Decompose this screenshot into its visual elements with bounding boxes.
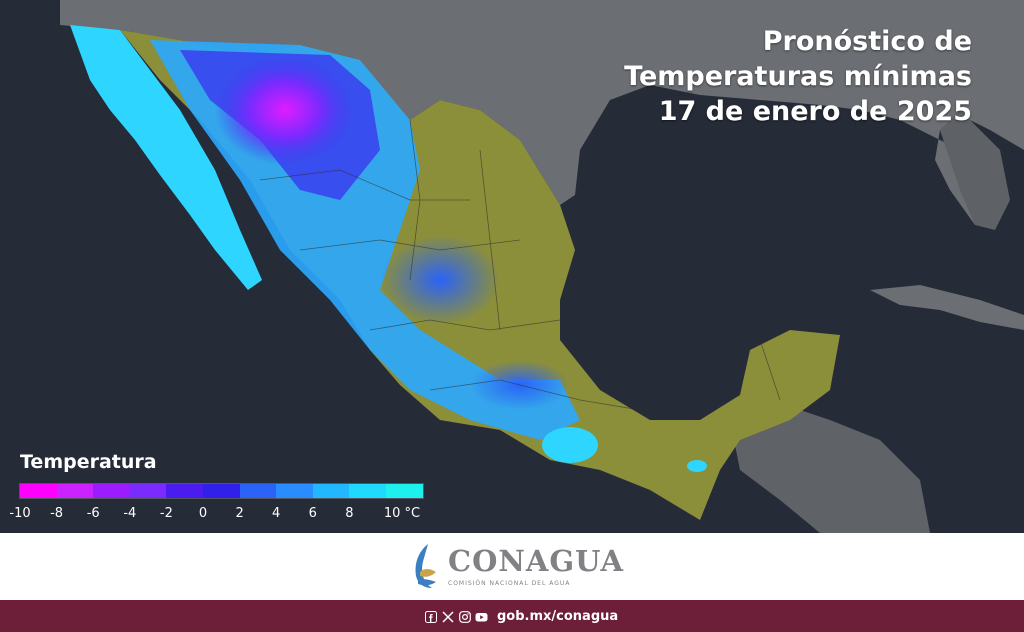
- legend-title: Temperatura: [20, 451, 157, 473]
- footer: CONAGUA COMISIÓN NACIONAL DEL AGUA: [0, 533, 1024, 600]
- legend-label-4: -2: [159, 506, 173, 521]
- facebook-icon[interactable]: [424, 610, 437, 623]
- social-links: gob.mx/conagua: [424, 609, 618, 624]
- org-subtitle: COMISIÓN NACIONAL DEL AGUA: [448, 579, 571, 587]
- x-icon[interactable]: [441, 610, 454, 623]
- cuba-land: [870, 285, 1024, 330]
- usa-land: [60, 0, 1024, 225]
- conagua-emblem-icon: [415, 544, 436, 588]
- title-line-2: Temperaturas mínimas: [624, 61, 972, 92]
- website-link[interactable]: gob.mx/conagua: [497, 609, 619, 624]
- legend-swatch-1: [56, 484, 94, 498]
- legend-label-5: 0: [198, 506, 208, 521]
- map-title: Pronóstico de Temperaturas mínimas 17 de…: [624, 24, 972, 129]
- legend-label-10: 10 °C: [383, 506, 421, 521]
- social-bar: gob.mx/conagua: [0, 600, 1024, 632]
- legend-swatch-0: [20, 484, 57, 498]
- legend-swatch-8: [312, 484, 350, 498]
- legend-label-6: 2: [235, 506, 244, 521]
- legend-label-1: -8: [50, 506, 64, 521]
- legend-swatch-4: [166, 484, 203, 498]
- legend-color-bar: [19, 483, 424, 499]
- youtube-icon[interactable]: [475, 610, 488, 623]
- map-svg: [60, 0, 1024, 533]
- instagram-icon[interactable]: [458, 610, 471, 623]
- conagua-logo: CONAGUA COMISIÓN NACIONAL DEL AGUA: [410, 542, 624, 590]
- legend-label-0: -10: [9, 506, 31, 521]
- forecast-map: [0, 0, 1024, 533]
- legend-swatch-6: [239, 484, 277, 498]
- legend-label-2: -6: [86, 506, 100, 521]
- legend-swatch-9: [349, 484, 386, 498]
- org-name: CONAGUA: [448, 543, 625, 578]
- legend-swatch-10: [385, 484, 423, 498]
- legend-swatch-7: [276, 484, 313, 498]
- baja-california: [70, 25, 262, 290]
- legend-label-9: 8: [345, 506, 354, 521]
- legend-labels: -10 -8 -6 -4 -2 0 2 4 6 8 10 °C: [0, 506, 430, 526]
- legend-label-7: 4: [272, 506, 281, 521]
- legend-label-3: -4: [123, 506, 137, 521]
- legend-swatch-3: [129, 484, 167, 498]
- central-america-land: [730, 410, 930, 533]
- legend-swatch-2: [93, 484, 130, 498]
- title-line-1: Pronóstico de: [762, 26, 972, 57]
- legend-swatch-5: [202, 484, 240, 498]
- title-line-3: 17 de enero de 2025: [658, 96, 972, 127]
- legend-label-8: 6: [308, 506, 317, 521]
